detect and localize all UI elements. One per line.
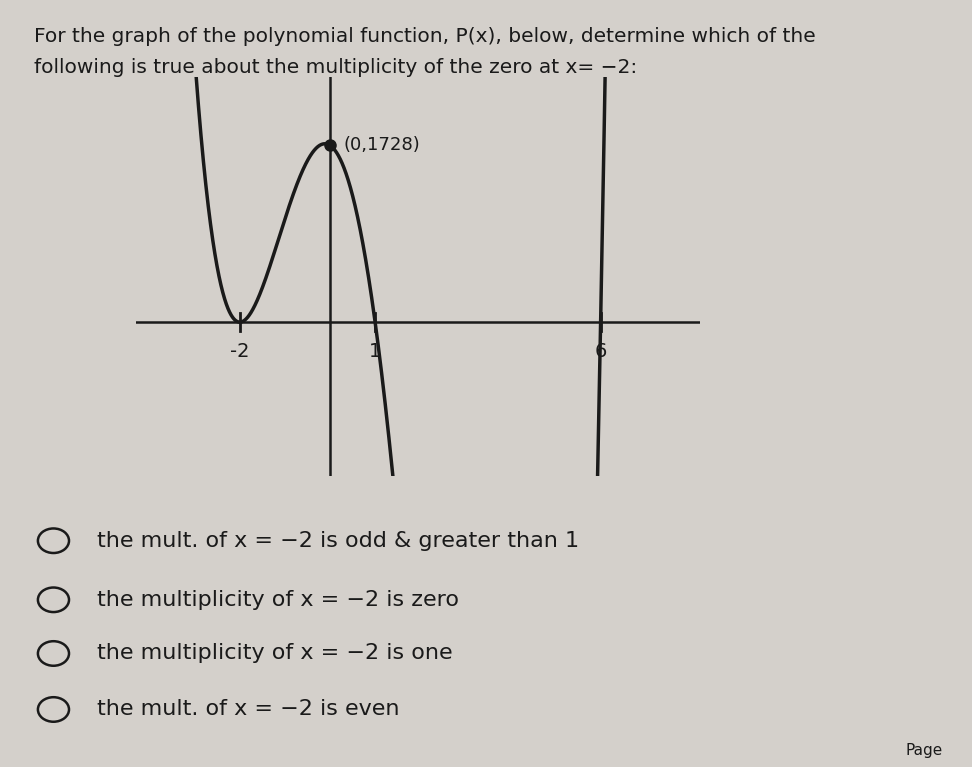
Text: following is true about the multiplicity of the zero at x= −2:: following is true about the multiplicity… xyxy=(34,58,638,77)
Text: the mult. of x = −2 is even: the mult. of x = −2 is even xyxy=(97,700,399,719)
Text: -2: -2 xyxy=(230,342,250,361)
Text: For the graph of the polynomial function, P(x), below, determine which of the: For the graph of the polynomial function… xyxy=(34,27,816,46)
Text: 6: 6 xyxy=(595,342,607,361)
Text: 1: 1 xyxy=(369,342,381,361)
Text: the multiplicity of x = −2 is zero: the multiplicity of x = −2 is zero xyxy=(97,590,459,610)
Text: Page: Page xyxy=(906,742,943,758)
Text: (0,1728): (0,1728) xyxy=(343,137,420,154)
Text: the multiplicity of x = −2 is one: the multiplicity of x = −2 is one xyxy=(97,644,453,663)
Text: the mult. of x = −2 is odd & greater than 1: the mult. of x = −2 is odd & greater tha… xyxy=(97,531,579,551)
